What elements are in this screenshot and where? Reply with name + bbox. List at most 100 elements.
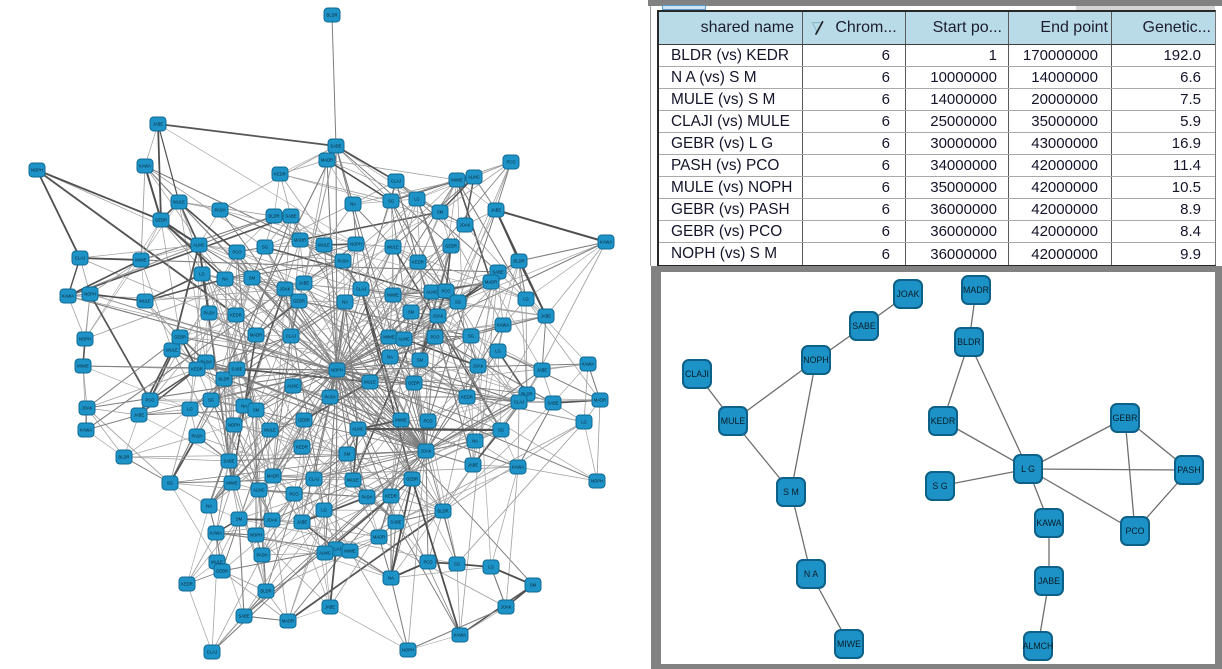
svg-text:PASH: PASH — [203, 311, 214, 316]
svg-text:LG: LG — [321, 508, 327, 513]
svg-text:BLDR: BLDR — [437, 509, 448, 514]
svg-text:CLAJI: CLAJI — [685, 369, 709, 379]
svg-text:MADR: MADR — [373, 535, 385, 540]
svg-text:JOAK: JOAK — [433, 314, 444, 319]
svg-text:GEBR: GEBR — [1113, 413, 1138, 423]
svg-text:ALMC: ALMC — [352, 427, 364, 432]
svg-text:BLDR: BLDR — [957, 337, 980, 347]
svg-text:MADR: MADR — [250, 333, 262, 338]
svg-text:MIWE: MIWE — [387, 293, 399, 298]
svg-text:MADR: MADR — [321, 158, 333, 163]
svg-text:MADR: MADR — [294, 238, 306, 243]
svg-text:PASH: PASH — [214, 208, 225, 213]
svg-text:SG: SG — [454, 562, 460, 567]
svg-text:JABE: JABE — [325, 605, 336, 610]
svg-text:BLDR: BLDR — [521, 392, 532, 397]
svg-text:PASH: PASH — [337, 259, 348, 264]
svg-text:CLAJ: CLAJ — [356, 287, 366, 292]
svg-text:SABE: SABE — [492, 270, 503, 275]
svg-text:SM: SM — [236, 517, 243, 522]
svg-text:JABE: JABE — [1038, 576, 1060, 586]
svg-text:GEBR: GEBR — [298, 418, 310, 423]
svg-text:PASH: PASH — [1177, 465, 1200, 475]
svg-text:MADR: MADR — [963, 285, 989, 295]
svg-text:CLAJ: CLAJ — [391, 179, 401, 184]
svg-text:PASH: PASH — [256, 553, 267, 558]
svg-text:ALMC: ALMC — [426, 290, 438, 295]
svg-text:SM: SM — [249, 276, 256, 281]
svg-text:MULE: MULE — [211, 560, 223, 565]
svg-text:CLAJ: CLAJ — [286, 334, 296, 339]
svg-text:NOPH: NOPH — [803, 355, 828, 365]
svg-text:NOPH: NOPH — [228, 423, 240, 428]
svg-text:SM: SM — [530, 583, 537, 588]
svg-text:KEDR: KEDR — [461, 395, 473, 400]
svg-text:PASH: PASH — [324, 395, 335, 400]
svg-text:NA: NA — [350, 202, 356, 207]
svg-text:GEBR: GEBR — [174, 335, 186, 340]
svg-text:KAWA: KAWA — [600, 240, 612, 245]
svg-text:PASH: PASH — [200, 360, 211, 365]
svg-text:MULE: MULE — [166, 348, 178, 353]
svg-text:KEDR: KEDR — [181, 582, 193, 587]
svg-text:L G: L G — [1021, 464, 1035, 474]
svg-text:MULE: MULE — [318, 243, 330, 248]
svg-text:MADR: MADR — [594, 398, 606, 403]
svg-text:GEBR: GEBR — [445, 244, 457, 249]
svg-text:MIWE: MIWE — [383, 335, 395, 340]
svg-text:JOAK: JOAK — [82, 406, 93, 411]
svg-text:ALMC: ALMC — [287, 384, 299, 389]
svg-text:PCO: PCO — [506, 160, 516, 165]
svg-text:MULE: MULE — [364, 380, 376, 385]
svg-text:S M: S M — [783, 487, 799, 497]
svg-text:NA: NA — [387, 355, 393, 360]
svg-text:NOPH: NOPH — [31, 168, 43, 173]
svg-text:NA: NA — [472, 439, 478, 444]
svg-text:MULE: MULE — [173, 200, 185, 205]
svg-text:JABE: JABE — [541, 314, 552, 319]
svg-text:SM: SM — [408, 310, 415, 315]
svg-text:NOPH: NOPH — [350, 242, 362, 247]
svg-text:MIWE: MIWE — [451, 178, 463, 183]
svg-text:JABE: JABE — [297, 520, 308, 525]
svg-text:MULE: MULE — [347, 478, 359, 483]
svg-text:SABE: SABE — [390, 520, 401, 525]
svg-text:NOPH: NOPH — [331, 368, 343, 373]
svg-text:SG: SG — [262, 245, 268, 250]
svg-text:KAWA: KAWA — [582, 362, 594, 367]
svg-text:GEBR: GEBR — [408, 381, 420, 386]
svg-text:LG: LG — [495, 349, 501, 354]
svg-text:JOAK: JOAK — [421, 449, 432, 454]
svg-text:N A: N A — [804, 569, 818, 579]
svg-text:KAWA: KAWA — [62, 294, 74, 299]
svg-text:JABE: JABE — [153, 122, 164, 127]
svg-text:KAWA: KAWA — [512, 465, 524, 470]
svg-text:MULE: MULE — [264, 428, 276, 433]
svg-text:SG: SG — [167, 481, 173, 486]
svg-text:SM: SM — [437, 210, 444, 215]
svg-text:MIWE: MIWE — [226, 481, 238, 486]
svg-text:PCO: PCO — [423, 560, 433, 565]
svg-text:JABE: JABE — [537, 368, 548, 373]
svg-text:NA: NA — [342, 300, 348, 305]
svg-text:MADR: MADR — [282, 619, 294, 624]
svg-text:LG: LG — [199, 272, 205, 277]
svg-text:PASH: PASH — [361, 495, 372, 500]
svg-text:PCO: PCO — [441, 289, 451, 294]
svg-text:KAWA: KAWA — [1036, 518, 1061, 528]
svg-text:GEBR: GEBR — [293, 299, 305, 304]
svg-text:GEBR: GEBR — [155, 218, 167, 223]
svg-text:MIWE: MIWE — [77, 364, 89, 369]
svg-text:ALMC: ALMC — [193, 243, 205, 248]
svg-text:SG: SG — [455, 300, 461, 305]
svg-text:SG: SG — [468, 334, 474, 339]
svg-text:MULE: MULE — [139, 299, 151, 304]
svg-text:JABE: JABE — [468, 463, 479, 468]
svg-text:BLDR: BLDR — [218, 377, 229, 382]
svg-text:NOPH: NOPH — [591, 479, 603, 484]
svg-text:NA: NA — [241, 404, 247, 409]
svg-text:PCO: PCO — [145, 398, 155, 403]
svg-text:SG: SG — [388, 199, 394, 204]
svg-text:LG: LG — [581, 420, 587, 425]
svg-text:MIWE: MIWE — [135, 258, 147, 263]
